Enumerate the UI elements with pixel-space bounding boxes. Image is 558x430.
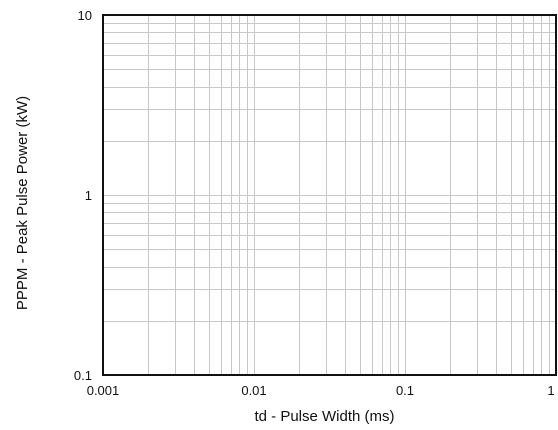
- x-tick-labels: 0.001 0.01 0.1 1: [87, 383, 555, 398]
- y-tick-label: 1: [85, 188, 92, 203]
- y-tick-labels: 0.1 1 10: [74, 8, 92, 383]
- y-tick-label: 10: [78, 8, 92, 23]
- x-tick-label: 0.001: [87, 383, 120, 398]
- plot-frame: [102, 14, 557, 376]
- x-tick-label: 1: [547, 383, 554, 398]
- y-tick-label: 0.1: [74, 368, 92, 383]
- grid-lines: [103, 15, 556, 376]
- x-axis-title: td - Pulse Width (ms): [254, 408, 394, 425]
- x-tick-label: 0.01: [241, 383, 266, 398]
- x-tick-label: 0.1: [396, 383, 414, 398]
- y-axis-title: PPPM - Peak Pulse Power (kW): [14, 96, 31, 310]
